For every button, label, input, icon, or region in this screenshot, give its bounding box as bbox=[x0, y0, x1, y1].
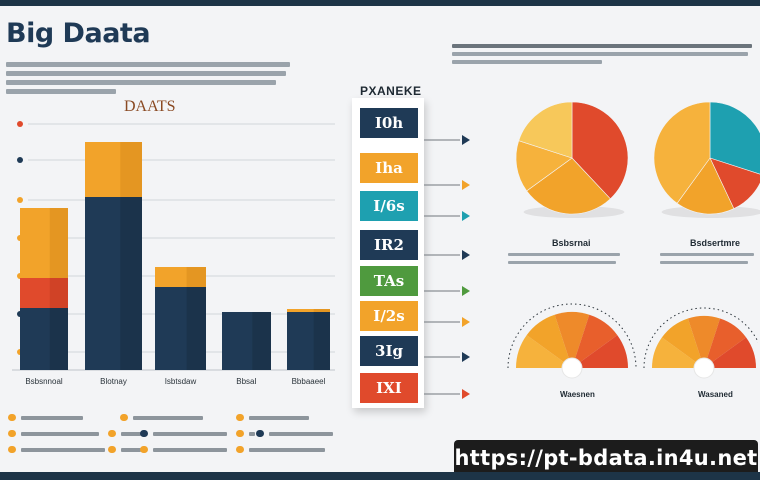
flow-pin-icon bbox=[462, 352, 470, 362]
pie-slice bbox=[518, 101, 573, 159]
bar-segment-shade bbox=[49, 308, 68, 370]
x-tick-label: Isbtsdaw bbox=[165, 377, 197, 386]
flow-step-block: TAs bbox=[360, 266, 418, 296]
gauge-segment bbox=[526, 314, 572, 368]
bar-segment-shade bbox=[313, 312, 330, 370]
x-tick-label: BbsaI bbox=[236, 377, 256, 386]
intro-text-block bbox=[6, 62, 290, 98]
pie-slice bbox=[653, 101, 711, 204]
bar-chart-title: DAATS bbox=[124, 98, 176, 115]
right-text-block bbox=[452, 44, 752, 68]
gauge-label-1: Waesnen bbox=[560, 390, 595, 399]
x-tick-label: Bbbaaeel bbox=[292, 377, 326, 386]
url-link[interactable]: https://pt-bdata.in4u.net bbox=[454, 440, 758, 476]
flow-pin-icon bbox=[462, 389, 470, 399]
top-border bbox=[0, 0, 760, 6]
legend-row-1 bbox=[8, 412, 328, 424]
bar-segment-shade bbox=[49, 208, 68, 278]
gauge-tick-ring bbox=[507, 303, 637, 369]
pie-slice bbox=[526, 157, 611, 215]
gauge-segment bbox=[572, 335, 628, 368]
gauge-segment bbox=[652, 337, 704, 368]
pie-caption-1: Bsbsrnai bbox=[552, 238, 591, 248]
bottom-border bbox=[0, 472, 760, 480]
bar-chart: Bsbsnnoal Blotnay Isbtsdaw BbsaI Bbbaaeel bbox=[12, 121, 335, 386]
axis-marker-icon bbox=[17, 121, 23, 127]
flow-step-block: I/6s bbox=[360, 191, 418, 221]
flow-step-block: Iha bbox=[360, 153, 418, 183]
flow-pin-icon bbox=[462, 317, 470, 327]
bar-segment-shade bbox=[49, 278, 68, 308]
flow-step-block: IR2 bbox=[360, 230, 418, 260]
bar-segment-shade bbox=[186, 287, 206, 370]
legend-row-3 bbox=[8, 444, 328, 456]
gauge-label-2: Wasaned bbox=[698, 390, 733, 399]
gauge-segment bbox=[704, 318, 747, 368]
gauge-segment bbox=[704, 337, 756, 368]
flow-pin-icon bbox=[462, 135, 470, 145]
x-tick-label: Bsbsnnoal bbox=[25, 377, 63, 386]
x-tick-label: Blotnay bbox=[100, 377, 127, 386]
pie-2-description bbox=[660, 253, 754, 269]
gauge-tick-ring bbox=[643, 307, 758, 369]
flow-step-block: IXI bbox=[360, 373, 418, 403]
flow-step-block: I0h bbox=[360, 108, 418, 138]
pie-slice bbox=[676, 157, 735, 215]
flow-pin-icon bbox=[462, 211, 470, 221]
gauge-segment bbox=[572, 314, 618, 368]
gauge-hub bbox=[561, 357, 583, 379]
page-title: Big Daata bbox=[6, 18, 151, 49]
gauge-hub bbox=[693, 357, 715, 379]
flow-panel: I0h Iha I/6s IR2 TAs I/2s 3Ig IXI bbox=[352, 98, 424, 408]
flow-pin-icon bbox=[462, 250, 470, 260]
gauge-segment bbox=[516, 335, 572, 368]
gauge-segment bbox=[554, 312, 590, 368]
flow-connectors bbox=[424, 135, 470, 399]
bar-segment-shade bbox=[120, 197, 142, 370]
pie-charts bbox=[515, 101, 760, 218]
bar-segment-shade bbox=[120, 142, 142, 197]
pie-1-description bbox=[508, 253, 620, 269]
gauge-segment bbox=[661, 318, 704, 368]
flow-step-block: 3Ig bbox=[360, 336, 418, 366]
bar-segment bbox=[287, 309, 330, 312]
bar-segment-shade bbox=[186, 267, 206, 287]
flow-pin-icon bbox=[462, 180, 470, 190]
bar-segment-shade bbox=[313, 309, 330, 312]
bar-segment-shade bbox=[252, 312, 271, 370]
legend-row-2 bbox=[8, 428, 333, 440]
pie-slice bbox=[709, 101, 760, 175]
gauges bbox=[507, 303, 758, 379]
pie-caption-2: Bsdsertmre bbox=[690, 238, 741, 248]
axis-marker-icon bbox=[17, 157, 23, 163]
flow-title: PXANEKE bbox=[360, 84, 422, 98]
pie-slice bbox=[515, 140, 573, 192]
gauge-segment bbox=[687, 316, 721, 368]
flow-pin-icon bbox=[462, 286, 470, 296]
axis-marker-icon bbox=[17, 197, 23, 203]
flow-step-block: I/2s bbox=[360, 301, 418, 331]
pie-slice bbox=[571, 101, 629, 200]
